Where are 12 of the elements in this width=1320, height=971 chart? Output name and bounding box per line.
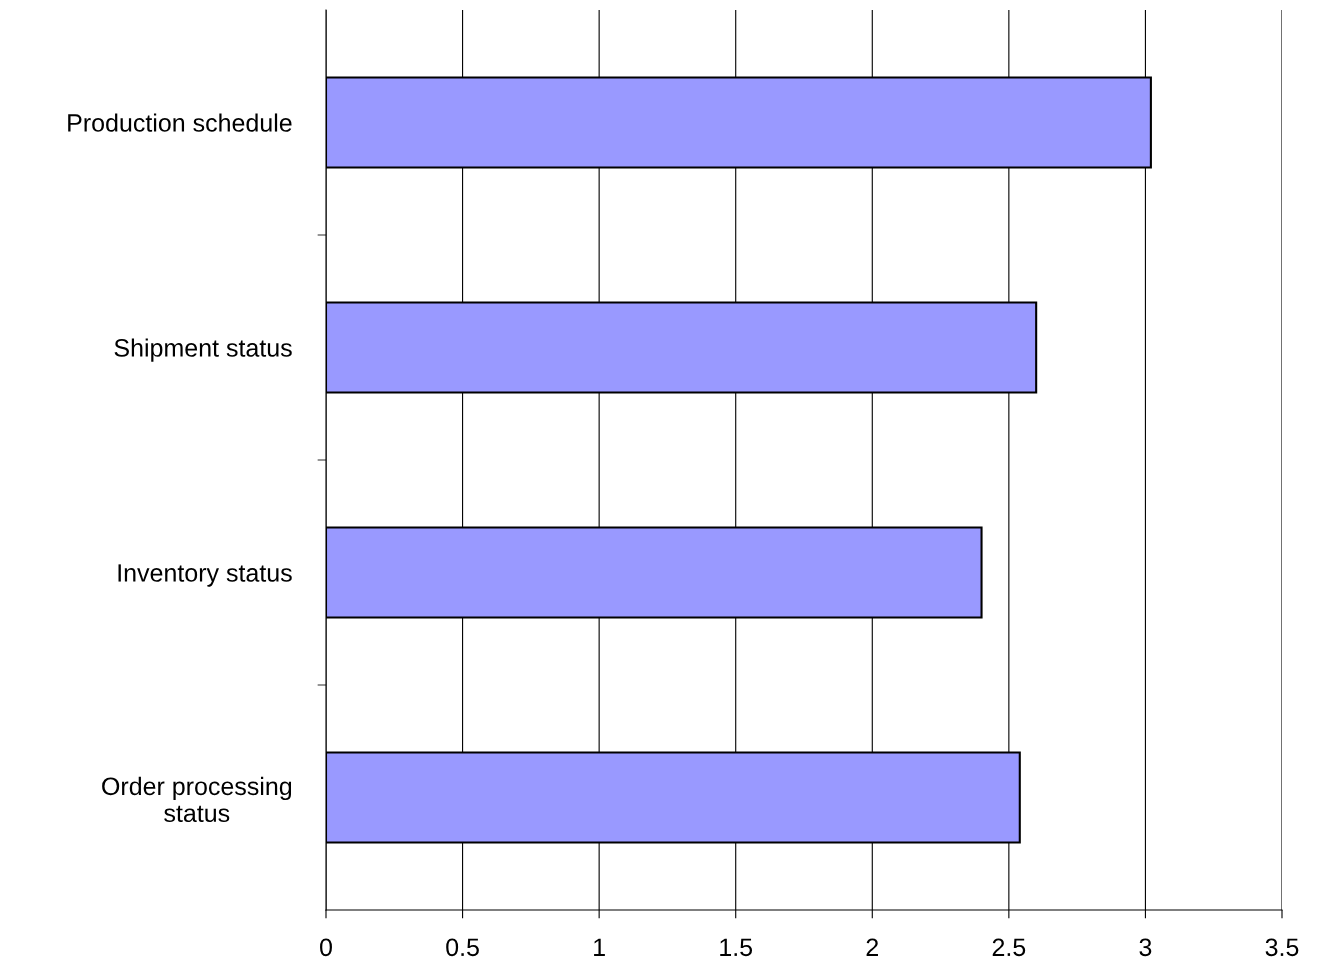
y-tick-label: Inventory status [118,564,292,587]
x-tick-label: 1 [594,938,605,956]
y-tick-label: Shipment status [114,338,292,362]
x-tick-label: 0 [320,938,332,957]
x-tick-label: 2 [866,938,878,956]
x-tick-label: 2.5 [992,938,1026,957]
x-tick-label: 3.5 [1265,938,1299,957]
y-tick-label: Order processing status [102,776,292,823]
x-tick-label: 1.5 [720,938,753,957]
x-tick-label: 0.5 [446,938,479,957]
x-tick-label: 3 [1139,938,1152,957]
y-tick-label: Production schedule [68,113,292,132]
